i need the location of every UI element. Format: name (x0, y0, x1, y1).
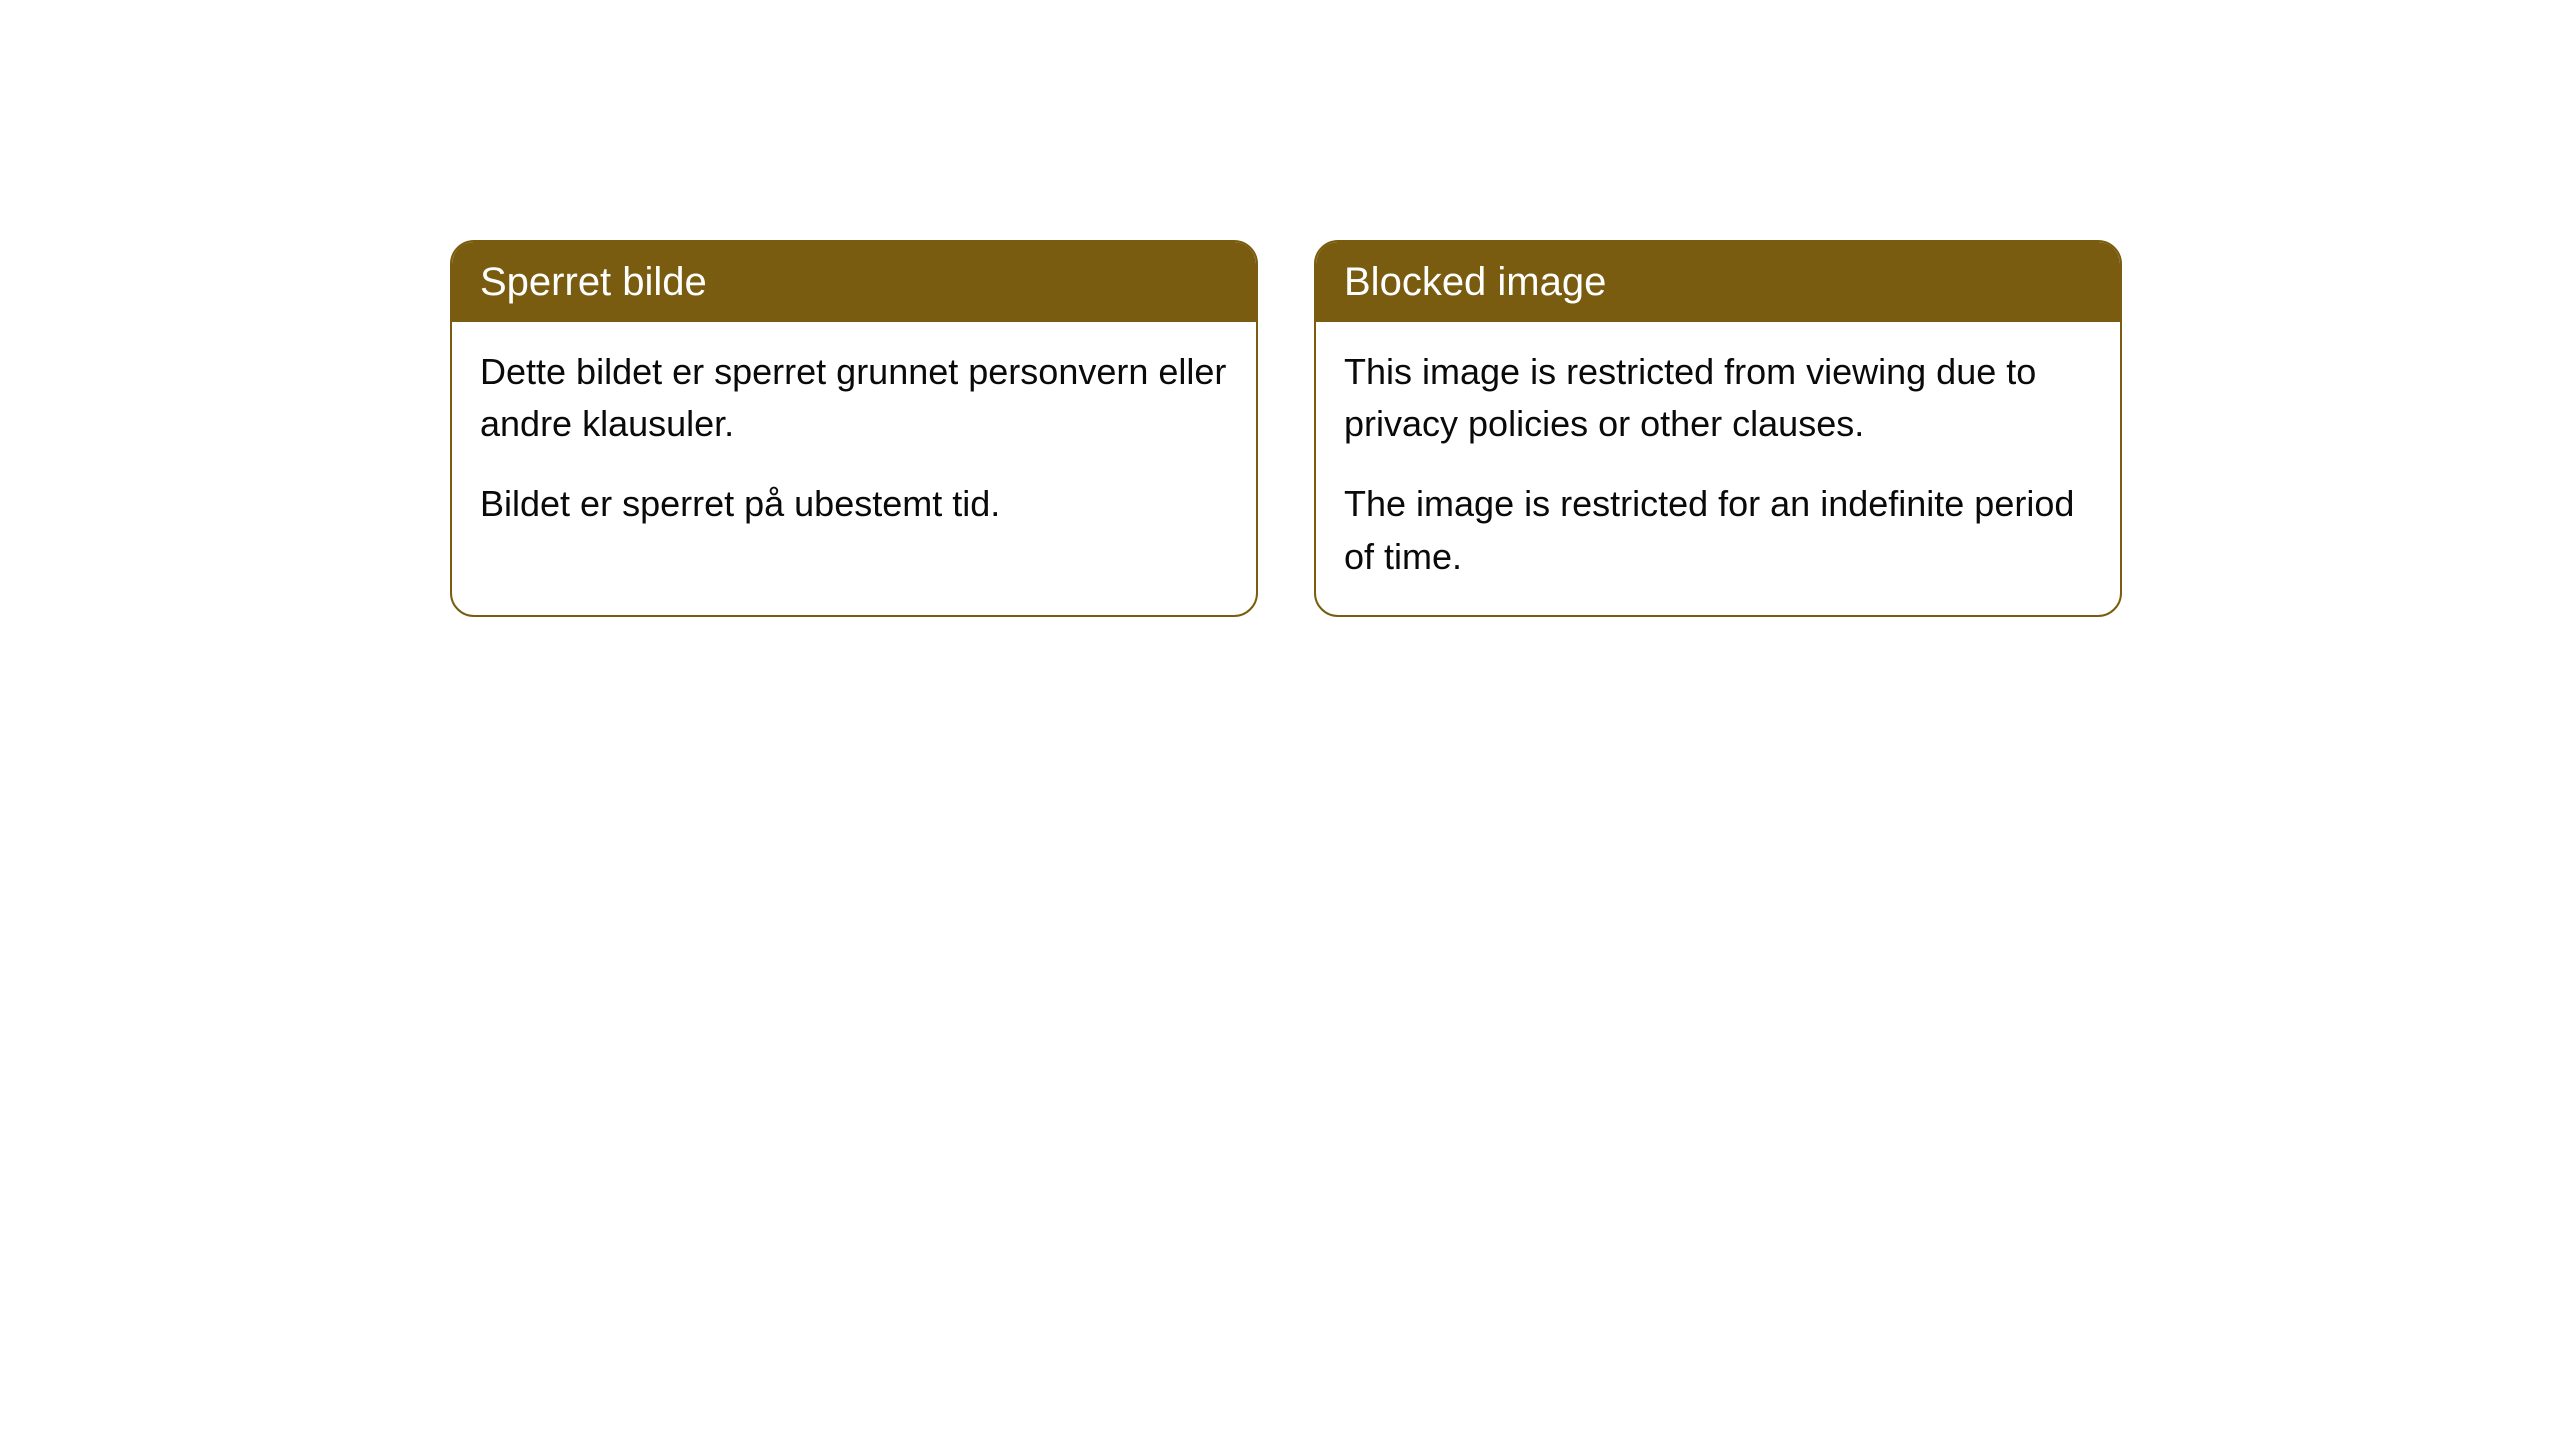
notice-cards-container: Sperret bilde Dette bildet er sperret gr… (450, 240, 2122, 617)
card-paragraph: Bildet er sperret på ubestemt tid. (480, 478, 1228, 530)
card-paragraph: This image is restricted from viewing du… (1344, 346, 2092, 450)
notice-card-english: Blocked image This image is restricted f… (1314, 240, 2122, 617)
card-paragraph: Dette bildet er sperret grunnet personve… (480, 346, 1228, 450)
card-body: Dette bildet er sperret grunnet personve… (452, 322, 1256, 563)
card-title: Sperret bilde (452, 242, 1256, 322)
card-title: Blocked image (1316, 242, 2120, 322)
card-body: This image is restricted from viewing du… (1316, 322, 2120, 615)
notice-card-norwegian: Sperret bilde Dette bildet er sperret gr… (450, 240, 1258, 617)
card-paragraph: The image is restricted for an indefinit… (1344, 478, 2092, 582)
